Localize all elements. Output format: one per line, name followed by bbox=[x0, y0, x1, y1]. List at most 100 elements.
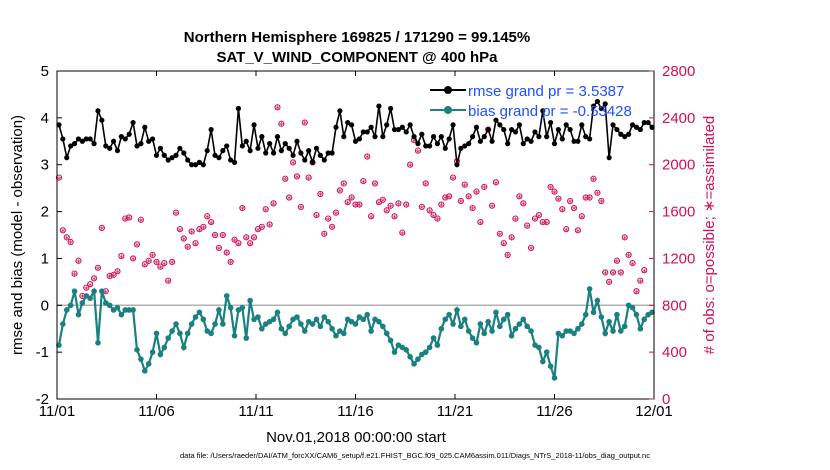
obs-possible-point bbox=[325, 215, 332, 222]
obs-possible-point bbox=[504, 251, 511, 259]
obs-assimilated-point: * bbox=[146, 258, 151, 269]
obs-assimilated-point: * bbox=[123, 216, 128, 227]
obs-assimilated-point: * bbox=[599, 198, 604, 209]
obs-assimilated-point: * bbox=[72, 271, 77, 282]
rmse-point bbox=[235, 105, 242, 112]
bias-point bbox=[524, 323, 530, 330]
obs-assimilated-point: * bbox=[298, 204, 303, 215]
rmse-point bbox=[571, 138, 577, 144]
obs-possible-point bbox=[613, 257, 621, 264]
obs-assimilated-point: * bbox=[240, 205, 245, 216]
rmse-point bbox=[427, 143, 433, 149]
rmse-point bbox=[618, 131, 624, 137]
rmse-point bbox=[161, 152, 167, 158]
obs-assimilated-point: * bbox=[189, 229, 194, 240]
rmse-point bbox=[493, 117, 499, 123]
obs-assimilated-point: * bbox=[505, 252, 510, 263]
rmse-point bbox=[134, 143, 140, 149]
obs-possible-point bbox=[98, 224, 105, 232]
bias-point bbox=[138, 356, 144, 362]
bias-point bbox=[403, 347, 410, 353]
obs-possible-point bbox=[391, 213, 398, 220]
y-right-tick-label: 2000 bbox=[662, 157, 695, 174]
obs-assimilated-point: * bbox=[462, 182, 467, 193]
obs-assimilated-point: * bbox=[361, 178, 366, 189]
obs-assimilated-point: * bbox=[228, 259, 233, 270]
obs-possible-point bbox=[344, 199, 351, 206]
obs-assimilated-point: * bbox=[427, 208, 432, 219]
rmse-point bbox=[329, 150, 335, 156]
obs-possible-point bbox=[403, 201, 410, 208]
obs-assimilated-point: * bbox=[174, 210, 179, 221]
rmse-point bbox=[419, 131, 425, 137]
obs-possible-point bbox=[633, 288, 640, 295]
bias-point bbox=[629, 304, 636, 311]
obs-assimilated-point: * bbox=[614, 258, 619, 269]
rmse-point bbox=[559, 136, 565, 142]
rmse-point bbox=[337, 108, 343, 114]
bias-point bbox=[500, 316, 507, 323]
rmse-point bbox=[477, 138, 483, 144]
obs-possible-point bbox=[200, 223, 207, 230]
bias-point bbox=[551, 375, 558, 381]
obs-assimilated-point: * bbox=[490, 203, 495, 214]
obs-assimilated-point: * bbox=[95, 265, 100, 276]
obs-possible-point bbox=[637, 277, 644, 284]
obs-possible-point bbox=[582, 194, 589, 201]
rmse-point bbox=[489, 138, 495, 144]
obs-assimilated-point: * bbox=[392, 213, 397, 224]
obs-possible-point bbox=[352, 201, 359, 208]
bias-point bbox=[637, 325, 644, 332]
y-axis-left-label: rmse and bias (model - observation) bbox=[9, 115, 26, 355]
obs-assimilated-point: * bbox=[412, 137, 417, 148]
rmse-point bbox=[122, 136, 128, 142]
obs-assimilated-point: * bbox=[248, 240, 253, 251]
obs-possible-point bbox=[153, 258, 160, 266]
rmse-point bbox=[645, 119, 651, 126]
y-left-tick-label: -2 bbox=[36, 391, 49, 408]
rmse-point bbox=[540, 108, 546, 114]
rmse-point bbox=[528, 138, 534, 144]
obs-possible-point bbox=[379, 196, 386, 203]
rmse-point bbox=[95, 108, 101, 114]
rmse-point bbox=[360, 129, 366, 135]
rmse-point bbox=[267, 141, 273, 147]
bias-point bbox=[184, 330, 191, 337]
rmse-point bbox=[212, 152, 218, 158]
rmse-point bbox=[189, 162, 195, 168]
obs-possible-point bbox=[297, 203, 304, 210]
rmse-point bbox=[352, 138, 359, 144]
obs-assimilated-point: * bbox=[119, 253, 124, 264]
obs-possible-point bbox=[278, 120, 285, 127]
obs-assimilated-point: * bbox=[376, 199, 381, 210]
rmse-point bbox=[259, 134, 265, 140]
rmse-point bbox=[473, 124, 480, 130]
obs-assimilated-point: * bbox=[482, 184, 487, 195]
obs-possible-point bbox=[247, 240, 254, 247]
bias-point bbox=[614, 311, 620, 318]
rmse-point bbox=[587, 136, 593, 142]
bias-point bbox=[169, 328, 175, 334]
rmse-point bbox=[555, 126, 562, 133]
obs-assimilated-point: * bbox=[529, 245, 534, 256]
x-axis: 11/01 11/06 11/11 11/16 11/21 11/26 12/01 bbox=[39, 71, 673, 420]
obs-assimilated-point: * bbox=[115, 268, 120, 279]
bias-point bbox=[122, 307, 129, 313]
chart-title: Northern Hemisphere 169825 / 171290 = 99… bbox=[184, 29, 530, 46]
obs-assimilated-point: * bbox=[497, 231, 502, 242]
obs-assimilated-point: * bbox=[306, 175, 311, 186]
obs-possible-point bbox=[83, 284, 90, 291]
bias-point bbox=[481, 330, 488, 337]
rmse-point bbox=[64, 155, 70, 161]
obs-possible-point bbox=[94, 264, 102, 271]
obs-possible-point bbox=[133, 241, 141, 248]
obs-assimilated-point: * bbox=[64, 235, 69, 246]
rmse-point bbox=[391, 126, 398, 133]
bias-point bbox=[114, 304, 121, 311]
obs-possible-point bbox=[114, 268, 121, 275]
obs-assimilated-point: * bbox=[365, 154, 370, 165]
obs-assimilated-point: * bbox=[642, 267, 647, 278]
rmse-point bbox=[91, 141, 97, 147]
obs-possible-point bbox=[524, 222, 531, 229]
bias-point bbox=[181, 344, 187, 351]
